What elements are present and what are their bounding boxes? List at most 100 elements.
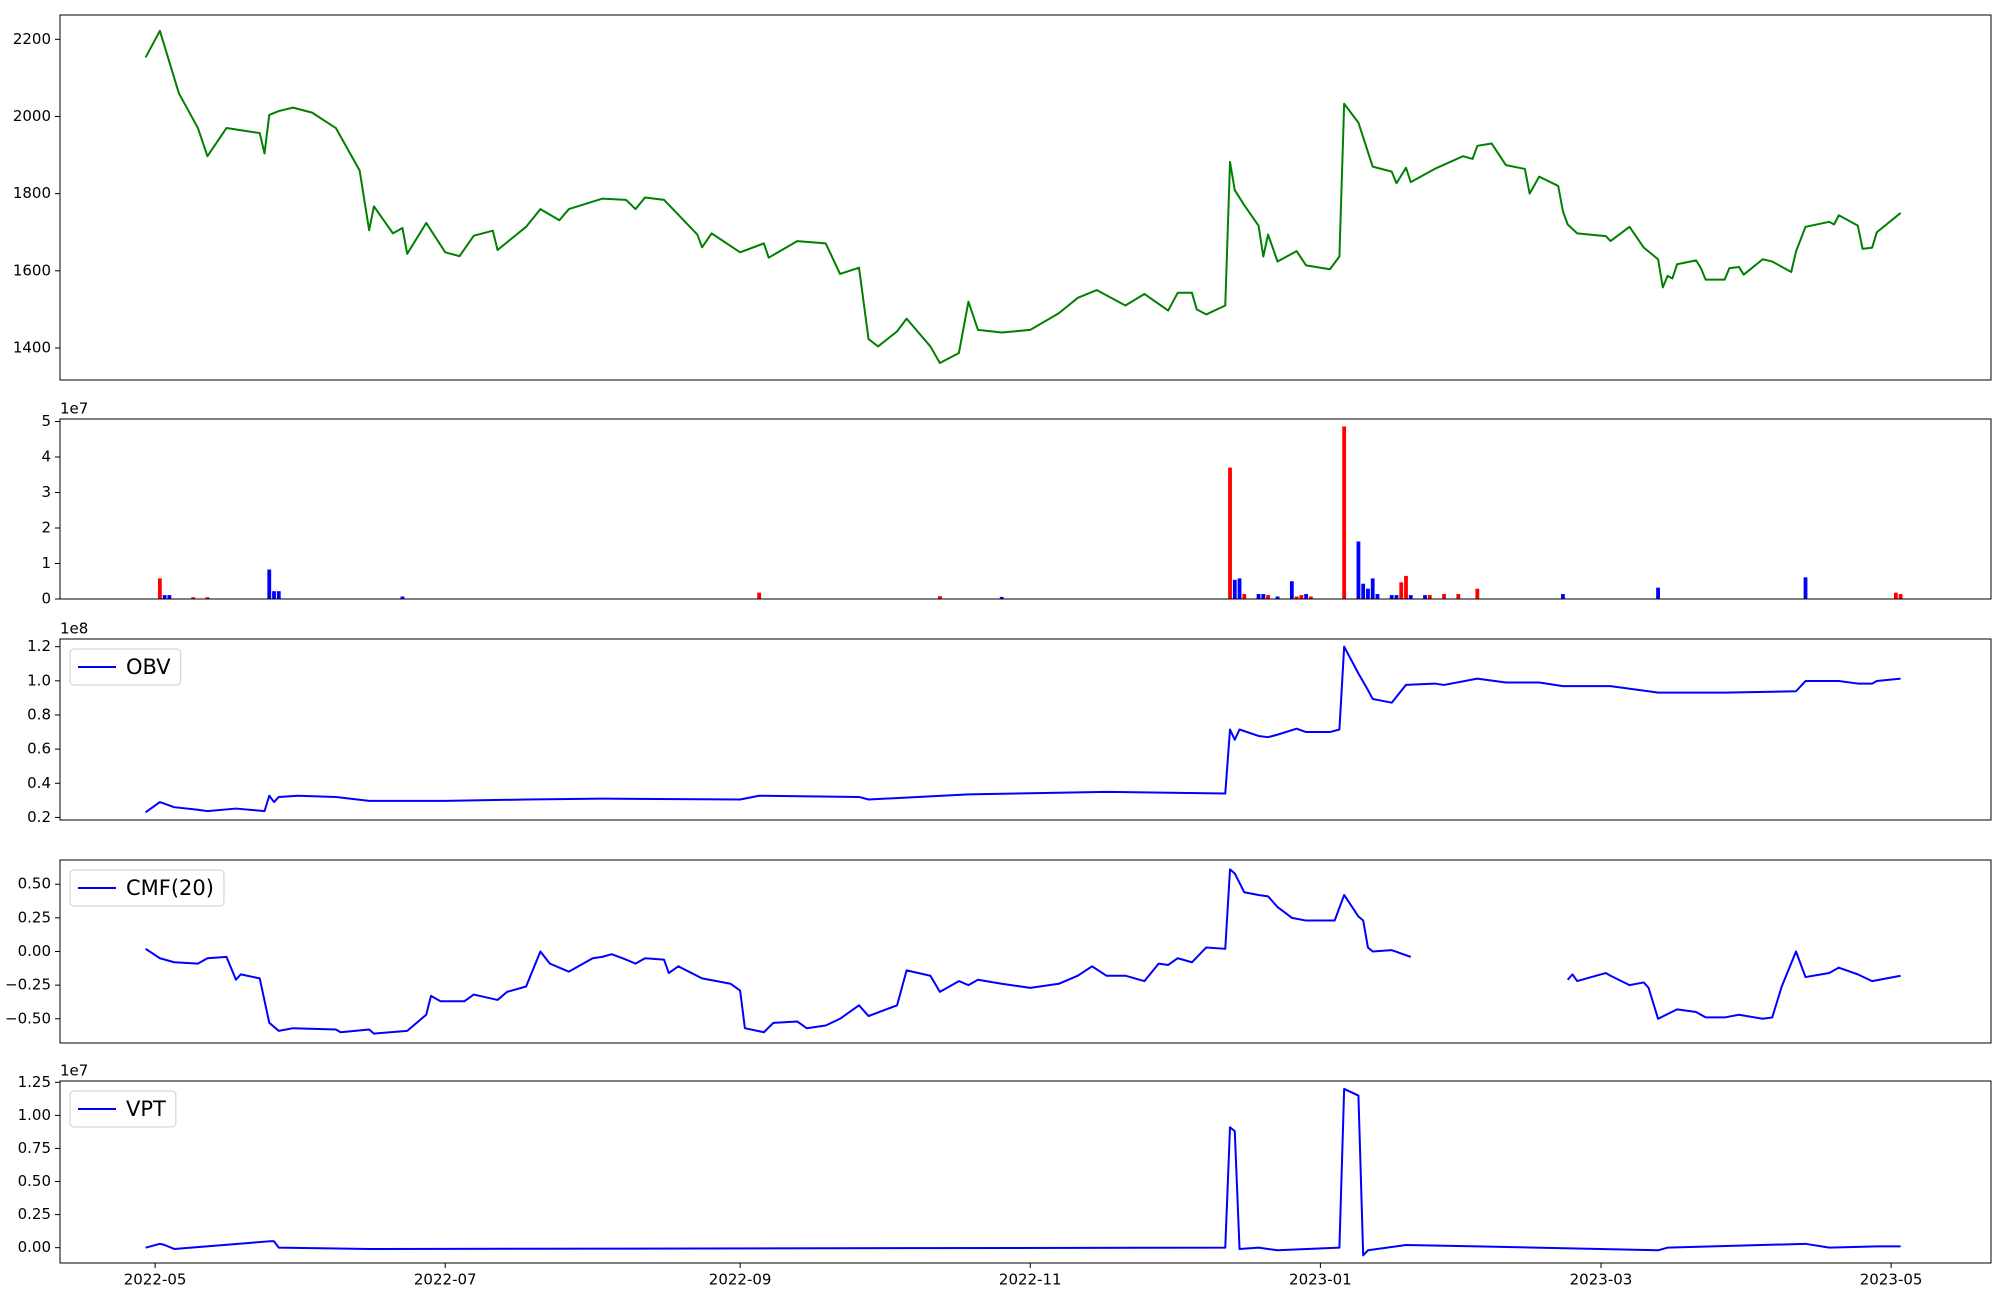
axes-frame — [59, 638, 1992, 821]
axis-offset-label: 1e7 — [60, 400, 88, 418]
volume-bar — [757, 592, 762, 599]
volume-bar — [272, 591, 276, 599]
volume-bar — [1232, 579, 1237, 599]
y-tick-label: 0.25 — [18, 908, 51, 926]
volume-bar — [267, 569, 272, 599]
volume-bar — [1342, 426, 1347, 599]
volume-bar — [1228, 467, 1232, 599]
y-tick-label: 1400 — [13, 338, 51, 356]
y-tick-label: 0.8 — [27, 705, 51, 723]
y-tick-label: 1.25 — [18, 1073, 51, 1091]
series-line — [145, 868, 1901, 1035]
x-tick-label: 2023-03 — [1570, 1271, 1633, 1289]
volume-bar — [157, 578, 162, 599]
volume-bar — [1299, 595, 1304, 599]
volume-bar — [1375, 594, 1380, 599]
y-tick-label: 0.4 — [27, 774, 51, 792]
volume-bar — [1237, 578, 1242, 599]
axis-offset-label: 1e7 — [60, 1062, 88, 1080]
subplot: 0 1 2 3 4 5 1e7 — [41, 400, 1992, 608]
y-tick-label: 0 — [41, 590, 51, 608]
volume-bar — [191, 597, 196, 599]
volume-bar — [1242, 594, 1247, 599]
volume-bar — [1261, 594, 1266, 599]
x-tick-label: 2022-07 — [414, 1271, 477, 1289]
volume-bar — [1898, 594, 1903, 599]
volume-bar — [1356, 541, 1361, 599]
x-tick-label: 2022-11 — [999, 1271, 1062, 1289]
axes-frame — [59, 859, 1992, 1044]
y-tick-label: 1600 — [13, 261, 51, 279]
series-line — [145, 645, 1901, 814]
volume-bar — [1423, 595, 1427, 599]
axes-frame — [59, 1080, 1992, 1264]
volume-bar — [1656, 587, 1660, 599]
volume-bar — [1389, 595, 1394, 599]
legend-label: CMF(20) — [126, 876, 214, 900]
subplot: 0.2 0.4 0.6 0.8 1.0 1.2 1e8 OBV — [27, 620, 1992, 826]
volume-bar — [1266, 595, 1270, 599]
y-tick-label: 0.00 — [18, 1238, 51, 1256]
axis-offset-label: 1e8 — [60, 620, 88, 638]
legend-label: OBV — [126, 655, 171, 679]
series-line — [144, 29, 1902, 365]
volume-bar — [1456, 594, 1461, 599]
subplot: −0.50 −0.25 0.00 0.25 0.50 CMF(20) — [5, 859, 1992, 1044]
subplot: 0.00 0.25 0.50 0.75 1.00 1.25 1e7 2022-05 2022-0… — [18, 1062, 1992, 1289]
volume-bar — [1475, 588, 1480, 599]
y-tick-label: 5 — [41, 412, 51, 430]
y-tick-label: 1.0 — [27, 671, 51, 689]
volume-bar — [1561, 594, 1565, 599]
subplot: 1400 1600 1800 2000 2200 — [13, 14, 1992, 381]
volume-bar — [1893, 592, 1898, 599]
volume-bar — [205, 597, 210, 599]
volume-bar — [1308, 596, 1313, 599]
volume-bar — [162, 595, 167, 599]
volume-bar — [1366, 588, 1370, 599]
volume-bar — [1289, 581, 1294, 599]
volume-bar — [1294, 596, 1299, 599]
y-tick-label: 2000 — [13, 107, 51, 125]
y-tick-label: 3 — [41, 483, 51, 501]
y-tick-label: 1.00 — [18, 1106, 51, 1124]
legend-box — [69, 648, 182, 686]
volume-bar — [1394, 595, 1399, 599]
y-tick-label: 0.00 — [18, 942, 51, 960]
x-tick-label: 2023-05 — [1860, 1271, 1923, 1289]
y-tick-label: 2 — [41, 518, 51, 536]
volume-bar — [1275, 596, 1280, 599]
y-tick-label: −0.25 — [5, 976, 51, 994]
legend-box — [69, 1090, 177, 1128]
y-tick-label: 0.50 — [18, 1172, 51, 1190]
volume-bar — [276, 591, 281, 599]
volume-bar — [1803, 577, 1808, 599]
volume-bar — [1256, 594, 1261, 599]
y-tick-label: 0.6 — [27, 740, 51, 758]
volume-bar — [1427, 595, 1432, 599]
y-tick-label: 2200 — [13, 30, 51, 48]
y-tick-label: 0.25 — [18, 1205, 51, 1223]
axes-frame — [59, 418, 1992, 600]
volume-bar — [167, 595, 172, 599]
axes-frame — [59, 14, 1992, 381]
y-tick-label: 4 — [41, 447, 51, 465]
volume-bar — [1408, 595, 1413, 599]
x-tick-label: 2022-09 — [709, 1271, 772, 1289]
volume-bar — [937, 596, 942, 599]
volume-bar — [1399, 582, 1404, 599]
volume-bar — [1304, 594, 1309, 599]
volume-bar — [1370, 578, 1375, 599]
y-tick-label: 0.2 — [27, 808, 51, 826]
volume-bar — [1404, 575, 1408, 599]
y-tick-label: 1 — [41, 554, 51, 572]
volume-bar — [1442, 594, 1446, 599]
y-tick-label: 1.2 — [27, 637, 51, 655]
volume-bar — [1361, 583, 1366, 599]
y-tick-label: 0.75 — [18, 1139, 51, 1157]
y-tick-label: 0.50 — [18, 875, 51, 893]
volume-bar — [999, 596, 1004, 599]
y-tick-label: −0.50 — [5, 1009, 51, 1027]
x-tick-label: 2022-05 — [124, 1271, 187, 1289]
volume-bar — [400, 596, 405, 599]
